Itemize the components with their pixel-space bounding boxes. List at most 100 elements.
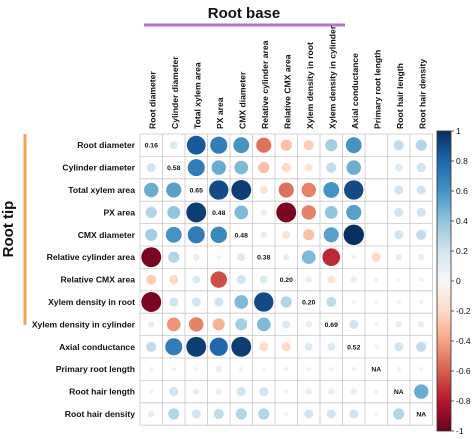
correlation-circle <box>165 226 182 243</box>
correlation-circle <box>191 409 201 419</box>
correlation-circle <box>209 337 228 356</box>
correlation-circle <box>301 182 316 198</box>
diagonal-label: 0.69 <box>325 322 338 329</box>
correlation-circle <box>210 136 228 154</box>
correlation-circle <box>304 342 313 351</box>
correlation-circle <box>258 162 270 174</box>
correlation-circle <box>146 341 157 352</box>
correlation-circle <box>191 297 201 307</box>
correlation-circle <box>327 275 336 284</box>
correlation-circle <box>236 387 246 397</box>
correlation-circle <box>280 296 292 308</box>
correlation-circle <box>396 277 402 282</box>
correlation-circle <box>283 389 289 394</box>
correlation-circle <box>146 163 156 173</box>
correlation-circle <box>416 341 427 352</box>
correlation-circle <box>305 388 312 395</box>
column-label: Cylinder diameter <box>170 56 180 129</box>
correlation-circle <box>276 202 297 223</box>
correlation-circle <box>259 275 268 284</box>
root-tip-label: Root tip <box>0 201 17 258</box>
correlation-circle <box>373 389 379 394</box>
correlation-circle <box>171 366 177 372</box>
correlation-circle <box>186 202 207 223</box>
heatmap-grid <box>139 133 433 426</box>
row-label: Relative cylinder area <box>47 252 136 262</box>
correlation-circle <box>281 342 291 352</box>
correlation-circle <box>141 292 162 312</box>
correlation-circle <box>259 387 269 397</box>
correlation-circle <box>323 227 339 243</box>
correlation-circle <box>416 185 426 195</box>
correlation-circle <box>259 186 268 194</box>
correlation-circle <box>145 228 158 241</box>
correlation-circle <box>305 321 312 328</box>
correlation-circle <box>211 160 226 175</box>
correlation-circle <box>145 206 157 218</box>
row-label: PX area <box>103 207 135 217</box>
row-label: Axial conductance <box>59 342 135 352</box>
correlation-circle <box>231 336 252 357</box>
correlation-circle <box>415 139 427 151</box>
colorbar-tick-label: -0.4 <box>456 336 471 346</box>
row-label: CMX diameter <box>78 230 136 240</box>
correlation-circle <box>148 389 154 394</box>
correlation-circle <box>216 254 222 260</box>
colorbar-tick-label: -0.6 <box>456 366 471 376</box>
colorbar-tick-label: 0 <box>456 276 461 286</box>
correlation-circle <box>283 411 289 417</box>
correlation-circle <box>141 247 162 268</box>
correlation-circle <box>306 366 312 372</box>
correlation-circle <box>186 336 207 357</box>
correlation-circle <box>418 321 425 328</box>
correlation-circle <box>186 135 206 155</box>
correlation-circle <box>148 366 154 372</box>
row-label: Primary root length <box>56 364 135 374</box>
correlation-circle <box>234 160 249 175</box>
correlation-circle <box>165 338 183 356</box>
colorbar-tick-label: -0.8 <box>456 396 471 406</box>
correlation-circle <box>328 366 334 372</box>
correlation-circle <box>418 299 424 305</box>
correlation-circle <box>236 275 246 285</box>
colorbar-tick-label: 1 <box>456 126 461 136</box>
correlation-circle <box>373 411 379 417</box>
row-label: Root diameter <box>77 140 135 150</box>
row-labels: Root diameter Cylinder diameter Total xyle… <box>32 140 136 419</box>
correlation-circle <box>148 321 155 328</box>
correlation-circle <box>278 182 294 198</box>
row-label: Total xylem area <box>68 185 135 195</box>
column-label: Xylem density in root <box>305 42 315 129</box>
row-label: Xylem density in root <box>48 297 135 307</box>
correlation-circle <box>187 159 205 177</box>
correlation-circle <box>215 365 222 373</box>
row-label: Xylem density in cylinder <box>32 319 136 329</box>
correlation-circle <box>189 317 204 332</box>
correlation-circle <box>305 276 312 283</box>
correlation-circle <box>167 205 181 219</box>
correlation-circle <box>418 277 424 282</box>
column-label: PX area <box>215 97 225 129</box>
correlation-circle <box>238 366 244 372</box>
correlation-circle <box>394 207 404 217</box>
correlation-circle <box>395 321 402 328</box>
column-label: Total xylem area <box>192 62 202 129</box>
diagonal-label: 0.16 <box>145 143 158 150</box>
correlation-circle <box>304 409 314 419</box>
correlation-circle <box>259 342 269 352</box>
correlation-circle <box>346 160 361 175</box>
correlation-circle <box>281 163 291 173</box>
correlation-circle <box>192 275 201 284</box>
correlation-circle <box>283 253 290 261</box>
diagonal-label: 0.38 <box>257 255 270 262</box>
correlation-circle <box>260 209 267 216</box>
correlation-circle <box>393 140 404 151</box>
correlation-circle <box>416 207 426 217</box>
correlation-circle <box>209 180 229 200</box>
colorbar-tick-label: 0.6 <box>456 186 468 196</box>
colorbar-ticks: 1 0.8 0.6 0.4 0.2 0 -0.2 -0.4 -0.6 -0.8 -1 <box>451 126 471 436</box>
correlation-circle <box>328 388 335 395</box>
correlation-circle <box>169 141 178 150</box>
correlation-circle <box>416 229 427 240</box>
correlation-circle <box>395 253 402 261</box>
